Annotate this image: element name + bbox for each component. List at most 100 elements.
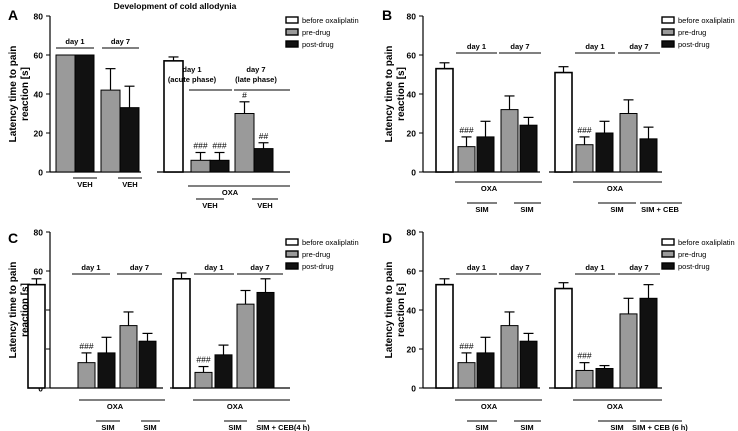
bottom-label: OXA	[481, 402, 498, 411]
bar-pre-drug	[500, 109, 519, 173]
bar-before-oxaliplatin	[435, 67, 454, 173]
legend-label: post-drug	[678, 262, 710, 271]
bottom-label: SIM	[475, 205, 488, 214]
bar-pre-drug	[457, 146, 476, 173]
bar-before-oxaliplatin	[554, 71, 573, 173]
bar-post-drug	[519, 124, 538, 173]
bottom-label: OXA	[227, 402, 244, 411]
bottom-label: OXA	[607, 184, 624, 193]
top-bracket-label: day 7	[111, 37, 130, 46]
significance-label: ###	[577, 351, 591, 361]
phase-label: day 1	[182, 65, 201, 74]
legend-swatch	[661, 40, 675, 48]
panel-letter: D	[382, 230, 392, 246]
bottom-label: SIM + CEB(4 h)	[256, 423, 310, 431]
bottom-label: SIM + CEB	[641, 205, 679, 214]
y-tick-label: 0	[38, 168, 43, 178]
bar-before-oxaliplatin	[163, 60, 184, 173]
significance-label: ###	[577, 125, 591, 135]
legend-label: post-drug	[678, 40, 710, 49]
panel-letter: A	[8, 7, 18, 23]
y-tick-label: 40	[34, 90, 44, 100]
bar-post-drug	[209, 159, 230, 173]
bar-pre-drug	[119, 325, 138, 389]
bottom-label: SIM	[610, 423, 623, 431]
bottom-label: SIM	[228, 423, 241, 431]
legend-label: before oxaliplatin	[678, 16, 735, 25]
bar-post-drug	[519, 340, 538, 389]
bar-post-drug	[97, 352, 116, 389]
bar-post-drug	[639, 297, 658, 389]
bottom-label: SIM	[520, 205, 533, 214]
legend-swatch	[661, 250, 675, 258]
bar-pre-drug	[619, 313, 638, 389]
y-tick-label: 0	[411, 168, 416, 178]
y-tick-label: 0	[411, 384, 416, 394]
legend-swatch	[661, 262, 675, 270]
y-axis-label: reaction [s]	[396, 283, 407, 337]
top-bracket-label: day 7	[510, 42, 529, 51]
top-bracket-label: day 7	[629, 42, 648, 51]
significance-label: ###	[459, 125, 473, 135]
bar-post-drug	[119, 107, 140, 173]
bar-post-drug	[138, 340, 157, 389]
legend-swatch	[285, 238, 299, 246]
bottom-label: OXA	[107, 402, 124, 411]
phase-label: (acute phase)	[168, 75, 217, 84]
significance-label: ###	[196, 355, 210, 365]
legend-swatch	[285, 40, 299, 48]
bottom-label: SIM + CEB (6 h)	[632, 423, 688, 431]
significance-label: ###	[212, 141, 226, 151]
significance-label: ##	[259, 131, 269, 141]
bar-pre-drug	[619, 113, 638, 173]
bar-post-drug	[253, 148, 274, 173]
panel-title: Development of cold allodynia	[114, 1, 237, 11]
significance-label: ###	[79, 341, 93, 351]
panel-letter: B	[382, 7, 392, 23]
y-tick-label: 80	[34, 228, 44, 238]
legend-swatch	[661, 28, 675, 36]
bottom-label: OXA	[607, 402, 624, 411]
bottom-label: VEH	[257, 201, 272, 210]
phase-label: (late phase)	[235, 75, 277, 84]
top-bracket-label: day 1	[585, 263, 604, 272]
y-axis-label: Latency time to pain	[8, 262, 19, 359]
top-bracket-label: day 1	[467, 263, 486, 272]
legend-label: pre-drug	[302, 28, 330, 37]
bar-post-drug	[595, 132, 614, 173]
bar-post-drug	[476, 352, 495, 389]
y-tick-label: 40	[407, 306, 417, 316]
legend-swatch	[285, 262, 299, 270]
bar-pre-drug	[234, 113, 255, 173]
top-bracket-label: day 1	[585, 42, 604, 51]
bar-pre-drug	[500, 325, 519, 389]
bar-before-oxaliplatin	[554, 287, 573, 389]
legend-label: post-drug	[302, 262, 334, 271]
legend-swatch	[661, 238, 675, 246]
y-tick-label: 20	[407, 345, 417, 355]
bottom-label: VEH	[202, 201, 217, 210]
top-bracket-label: day 7	[250, 263, 269, 272]
bar-pre-drug	[575, 369, 594, 389]
y-tick-label: 80	[407, 228, 417, 238]
legend-swatch	[285, 250, 299, 258]
bottom-label: OXA	[222, 188, 239, 197]
legend-label: before oxaliplatin	[302, 238, 359, 247]
bottom-label: VEH	[122, 180, 137, 189]
phase-label: day 7	[246, 65, 265, 74]
y-tick-label: 40	[407, 90, 417, 100]
y-axis-label: reaction [s]	[20, 283, 31, 337]
y-axis-label: reaction [s]	[396, 67, 407, 121]
y-tick-label: 20	[34, 129, 44, 139]
bottom-label: SIM	[143, 423, 156, 431]
bar-post-drug	[214, 354, 233, 389]
legend-label: post-drug	[302, 40, 334, 49]
y-tick-label: 80	[34, 12, 44, 22]
panel-letter: C	[8, 230, 18, 246]
bottom-label: OXA	[481, 184, 498, 193]
bar-pre-drug	[575, 144, 594, 173]
y-tick-label: 20	[407, 129, 417, 139]
legend-label: pre-drug	[302, 250, 330, 259]
bar-post-drug	[476, 136, 495, 173]
top-bracket-label: day 1	[65, 37, 84, 46]
